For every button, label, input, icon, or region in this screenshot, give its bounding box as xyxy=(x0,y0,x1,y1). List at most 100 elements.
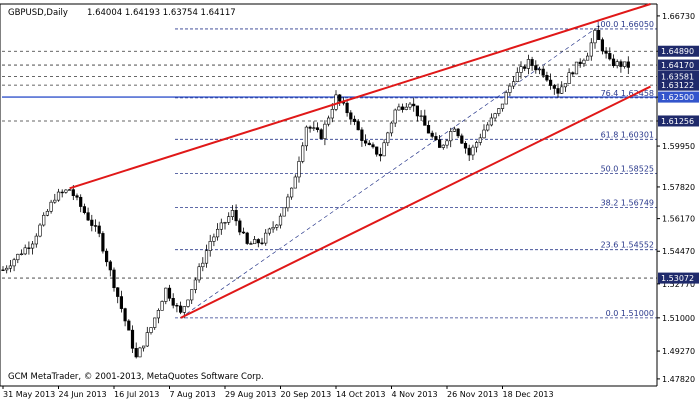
candle-150 xyxy=(556,83,560,98)
candle-body xyxy=(145,332,149,347)
candle-28 xyxy=(105,248,109,267)
candle-body xyxy=(563,83,567,88)
candle-14 xyxy=(53,193,57,204)
candle-71 xyxy=(264,229,268,246)
candle-body xyxy=(249,243,253,245)
candle-5 xyxy=(19,249,24,256)
candle-body xyxy=(545,74,549,81)
candle-body xyxy=(571,72,575,75)
candle-body xyxy=(253,239,257,245)
x-tick-label-4: 29 Aug 2013 xyxy=(225,390,276,399)
x-tick-label-2: 16 Jul 2013 xyxy=(114,390,159,399)
candle-70 xyxy=(260,237,264,246)
candle-62 xyxy=(230,205,235,221)
candle-10 xyxy=(38,223,42,238)
candle-body xyxy=(1,269,5,271)
candle-body xyxy=(286,196,290,209)
candle-body xyxy=(541,68,545,76)
candle-11 xyxy=(42,212,46,227)
candle-body xyxy=(597,30,601,40)
candle-48 xyxy=(179,301,183,315)
candle-22 xyxy=(82,203,86,215)
candle-91 xyxy=(338,93,342,107)
candle-147 xyxy=(545,71,549,82)
candle-body xyxy=(127,320,131,331)
candle-153 xyxy=(567,68,571,84)
candle-body xyxy=(227,216,231,223)
candle-body xyxy=(508,85,512,93)
candle-body xyxy=(371,144,375,148)
channel-line-lower[interactable] xyxy=(180,85,651,319)
candle-166 xyxy=(615,59,619,69)
candle-body xyxy=(204,250,209,264)
candle-body xyxy=(5,267,9,271)
candle-body xyxy=(412,103,416,107)
candle-78 xyxy=(289,187,294,200)
candle-69 xyxy=(256,238,260,248)
candle-body xyxy=(190,289,194,301)
candle-96 xyxy=(356,119,360,131)
candle-body xyxy=(500,103,505,109)
candle-body xyxy=(64,189,68,193)
candle-body xyxy=(474,142,479,148)
candle-body xyxy=(386,132,390,144)
candle-body xyxy=(315,127,320,130)
candle-167 xyxy=(619,59,623,73)
candle-body xyxy=(23,247,27,255)
price-box-label: 1.62500 xyxy=(661,93,694,102)
candle-body xyxy=(452,128,457,132)
candle-60 xyxy=(223,221,227,230)
candle-body xyxy=(112,269,116,289)
candle-body xyxy=(556,88,560,94)
candle-body xyxy=(142,345,146,349)
candle-82 xyxy=(304,125,309,151)
candle-body xyxy=(600,39,604,52)
candle-57 xyxy=(212,233,216,247)
candle-139 xyxy=(515,67,519,83)
candle-body xyxy=(160,301,164,311)
candle-115 xyxy=(426,121,431,134)
candle-body xyxy=(615,61,619,67)
candle-body xyxy=(589,42,593,57)
candle-99 xyxy=(367,140,371,146)
x-tick-label-0: 31 May 2013 xyxy=(3,390,55,399)
candle-body xyxy=(93,225,98,227)
candle-32 xyxy=(119,290,123,313)
candle-body xyxy=(489,117,494,126)
channel-line-upper[interactable] xyxy=(69,3,651,190)
candle-body xyxy=(345,102,349,114)
fib-label-1: 76.4 1.62458 xyxy=(601,89,654,98)
candle-body xyxy=(400,106,405,110)
candle-body xyxy=(304,126,309,147)
candle-154 xyxy=(571,71,575,76)
candle-body xyxy=(134,348,138,358)
candle-body xyxy=(116,287,120,297)
candle-body xyxy=(234,210,238,222)
price-box-6: 1.53072 xyxy=(658,272,699,284)
candle-body xyxy=(445,140,449,146)
candle-body xyxy=(223,222,227,224)
candle-38 xyxy=(142,345,146,352)
candle-158 xyxy=(585,52,590,61)
price-box-bg xyxy=(658,272,699,284)
x-tick-label-3: 7 Aug 2013 xyxy=(170,390,216,399)
candle-body xyxy=(393,109,397,124)
candle-120 xyxy=(445,139,449,149)
y-tick-label-7: 1.54470 xyxy=(662,247,695,256)
candle-15 xyxy=(56,188,61,202)
candle-body xyxy=(289,187,294,198)
candle-body xyxy=(90,219,94,226)
candle-123 xyxy=(456,128,460,139)
candle-155 xyxy=(574,61,579,75)
candle-body xyxy=(519,66,523,73)
candle-161 xyxy=(597,25,601,40)
candle-body xyxy=(515,72,519,82)
candle-body xyxy=(552,85,556,89)
candle-body xyxy=(404,106,408,110)
candle-100 xyxy=(371,142,375,149)
candle-108 xyxy=(400,103,405,113)
price-box-5: 1.61256 xyxy=(658,115,699,127)
candle-74 xyxy=(275,223,279,231)
candle-59 xyxy=(219,218,223,235)
candle-body xyxy=(352,118,357,122)
